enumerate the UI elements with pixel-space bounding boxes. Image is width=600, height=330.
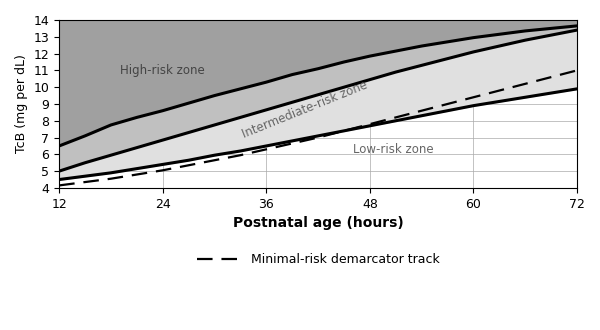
- Legend: Minimal-risk demarcator track: Minimal-risk demarcator track: [192, 248, 445, 271]
- Text: High-risk zone: High-risk zone: [119, 64, 205, 77]
- Y-axis label: TcB (mg per dL): TcB (mg per dL): [15, 54, 28, 153]
- Text: Intermediate-risk zone: Intermediate-risk zone: [241, 79, 370, 141]
- Text: Low-risk zone: Low-risk zone: [353, 143, 433, 156]
- X-axis label: Postnatal age (hours): Postnatal age (hours): [233, 216, 403, 230]
